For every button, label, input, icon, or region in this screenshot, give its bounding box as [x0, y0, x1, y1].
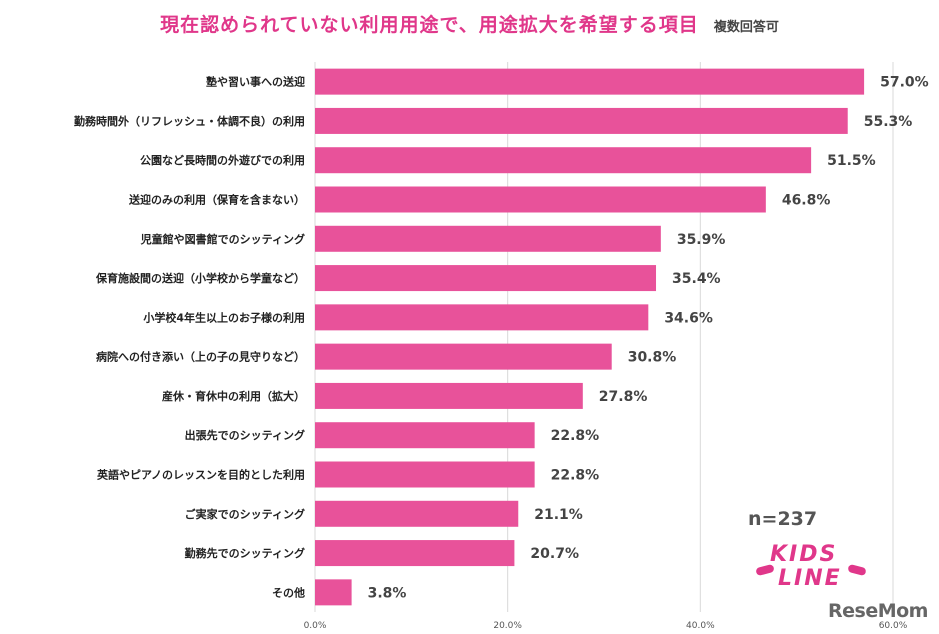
- bar: [315, 68, 865, 95]
- value-label: 20.7%: [530, 546, 579, 562]
- bar: [315, 382, 583, 409]
- value-label: 22.8%: [551, 428, 600, 444]
- bar: [315, 186, 766, 213]
- value-label: 3.8%: [368, 585, 407, 601]
- value-label: 27.8%: [599, 389, 648, 405]
- bar: [315, 265, 657, 292]
- value-label: 35.4%: [672, 271, 721, 287]
- category-label: 小学校4年生以上のお子様の利用: [142, 310, 305, 324]
- logo-text-line: LINE: [778, 566, 842, 591]
- value-label: 55.3%: [864, 114, 913, 130]
- chart-header: 現在認められていない利用用途で、用途拡大を希望する項目 複数回答可: [0, 10, 939, 37]
- kidsline-logo: KIDS LINE: [755, 542, 867, 604]
- bar: [315, 343, 612, 370]
- value-label: 51.5%: [827, 153, 876, 169]
- value-label: 30.8%: [628, 350, 677, 366]
- bar: [315, 500, 519, 527]
- bar: [315, 540, 515, 567]
- bar: [315, 422, 535, 449]
- bar: [315, 461, 535, 488]
- value-label: 46.8%: [782, 193, 831, 209]
- category-label: 保育施設間の送迎（小学校から学童など）: [95, 271, 305, 285]
- bar: [315, 579, 352, 606]
- category-label: 産休・育休中の利用（拡大）: [162, 389, 305, 403]
- chart-title: 現在認められていない利用用途で、用途拡大を希望する項目: [160, 14, 699, 36]
- category-label: 出張先でのシッティング: [185, 428, 305, 442]
- bar: [315, 147, 812, 174]
- category-label: 勤務先でのシッティング: [185, 546, 305, 560]
- category-label: 勤務時間外（リフレッシュ・体調不良）の利用: [74, 114, 305, 128]
- category-label: 送迎のみの利用（保育を含まない）: [128, 193, 305, 207]
- resemom-watermark: ReseMom: [828, 600, 928, 622]
- x-tick-label: 40.0%: [686, 621, 715, 631]
- category-label: 塾や習い事への送迎: [206, 75, 305, 89]
- category-label: 公園など長時間の外遊びでの利用: [140, 153, 305, 167]
- bar: [315, 304, 649, 331]
- value-label: 34.6%: [664, 310, 713, 326]
- bar: [315, 107, 848, 134]
- category-label: その他: [272, 585, 305, 599]
- value-label: 22.8%: [551, 468, 600, 484]
- chart-subtitle: 複数回答可: [713, 20, 779, 35]
- x-tick-label: 20.0%: [493, 621, 522, 631]
- value-label: 57.0%: [880, 75, 929, 91]
- logo-text-kids: KIDS: [770, 542, 838, 567]
- category-label: 英語やピアノのレッスンを目的とした利用: [96, 468, 305, 482]
- sample-size-label: n=237: [748, 508, 818, 530]
- category-label: ご実家でのシッティング: [185, 507, 305, 521]
- x-tick-label: 0.0%: [304, 621, 327, 631]
- value-label: 21.1%: [534, 507, 583, 523]
- category-label: 病院への付き添い（上の子の見守りなど）: [96, 350, 305, 364]
- bar: [315, 225, 661, 252]
- value-label: 35.9%: [677, 232, 726, 248]
- logo-wing-right: [847, 563, 867, 577]
- category-label: 児童館や図書館でのシッティング: [140, 232, 305, 246]
- x-tick-label: 60.0%: [879, 621, 908, 631]
